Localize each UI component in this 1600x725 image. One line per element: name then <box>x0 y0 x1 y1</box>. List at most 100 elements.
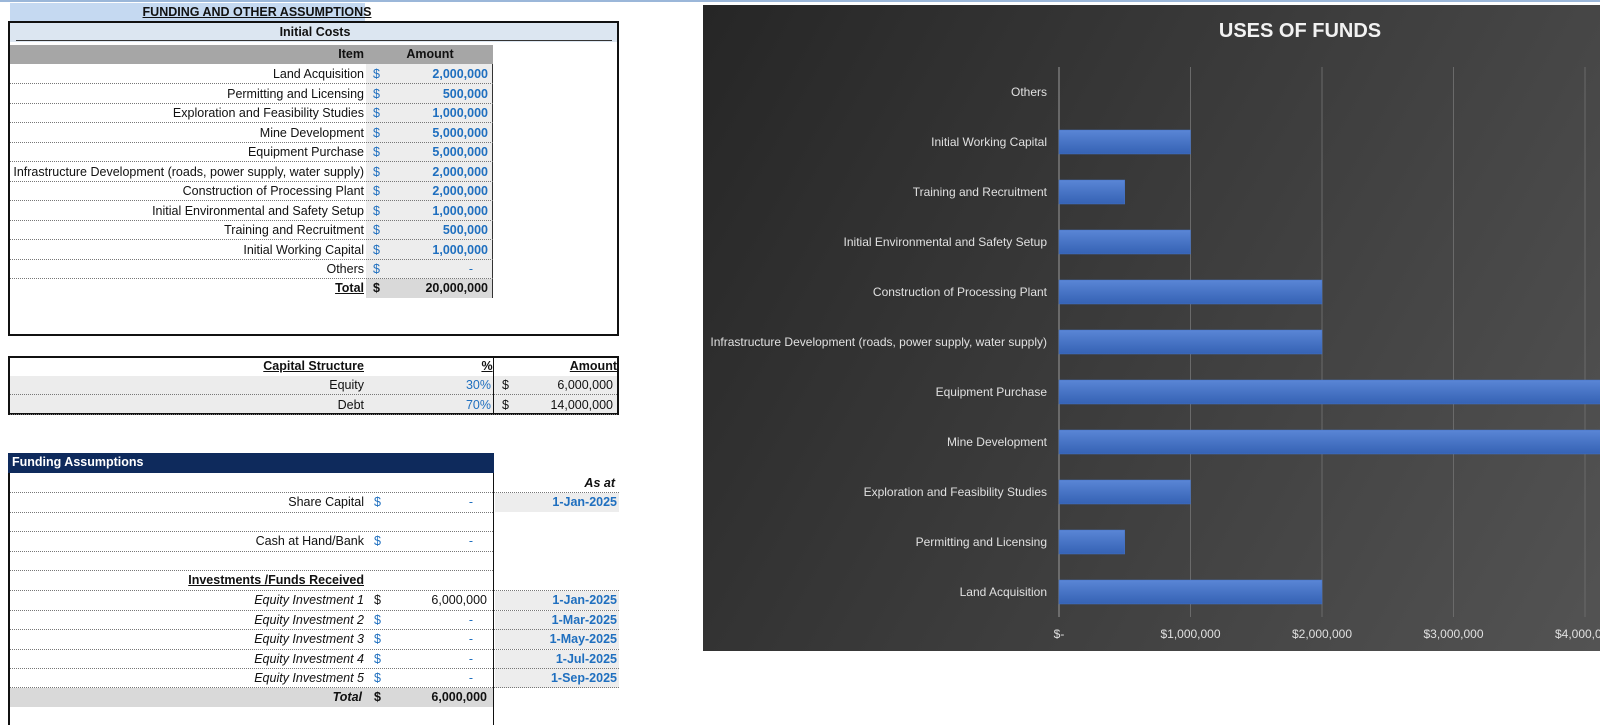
amount: - <box>468 495 474 509</box>
amount: - <box>468 632 474 646</box>
row-separator <box>10 258 493 260</box>
bar <box>1058 129 1191 155</box>
row-separator <box>10 648 619 650</box>
total-cell <box>366 279 493 298</box>
amount: - <box>468 534 474 548</box>
bar <box>1058 329 1323 355</box>
date: 1-Mar-2025 <box>551 612 617 627</box>
currency: $ <box>502 378 509 392</box>
item-label: Infrastructure Development (roads, power… <box>13 164 364 179</box>
amount: 1,000,000 <box>432 203 488 218</box>
amount: - <box>468 612 474 627</box>
amount-column <box>366 64 493 279</box>
currency: $ <box>502 397 509 412</box>
amount: 6,000,000 <box>431 593 487 607</box>
top-border <box>0 0 1600 2</box>
currency: $ <box>374 534 381 548</box>
row-separator <box>10 83 493 84</box>
funding-total-row <box>10 688 493 707</box>
currency: $ <box>373 242 380 257</box>
amount: - <box>468 651 474 666</box>
amount: 5,000,000 <box>432 145 488 159</box>
currency: $ <box>374 593 381 607</box>
chart: USES OF FUNDS $- $1,000,000 $2,000,000 $3,00… <box>703 5 1600 651</box>
item-label: Exploration and Feasibility Studies <box>172 106 364 120</box>
column-header: Amount <box>569 359 617 373</box>
row-separator <box>10 512 493 513</box>
y-tick-label: Training and Recruitment <box>913 185 1048 199</box>
total-amount: 6,000,000 <box>431 690 487 704</box>
row-separator <box>10 413 617 415</box>
row-separator <box>10 239 493 240</box>
currency: $ <box>373 67 380 81</box>
initial-costs-title-cell <box>10 23 617 42</box>
currency: $ <box>373 86 380 101</box>
row-separator <box>10 161 493 162</box>
as-at-label: As at <box>584 476 615 490</box>
currency: $ <box>374 495 381 509</box>
row-separator <box>10 394 617 395</box>
row-separator <box>10 531 493 532</box>
date-cell <box>495 591 619 610</box>
x-tick-label: $3,000,000 <box>1423 627 1483 641</box>
item-label: Equipment Purchase <box>247 145 364 159</box>
y-tick-label: Equipment Purchase <box>936 385 1048 399</box>
item-label: Others <box>326 262 364 276</box>
chart-title: USES OF FUNDS <box>1219 20 1381 42</box>
chart-frame: USES OF FUNDS $- $1,000,000 $2,000,000 $3,00… <box>703 5 1600 651</box>
row-separator <box>10 278 493 279</box>
bar <box>1058 179 1125 205</box>
row-separator <box>10 668 619 669</box>
bar <box>1058 579 1323 605</box>
row-separator <box>10 180 493 182</box>
amount: - <box>468 671 474 685</box>
date: 1-Jan-2025 <box>552 593 617 607</box>
funding-header <box>8 453 494 473</box>
y-tick-label: Construction of Processing Plant <box>873 285 1048 299</box>
title-rule <box>16 40 612 41</box>
subsection-title: Investments /Funds Received <box>188 573 364 587</box>
item-label: Cash at Hand/Bank <box>255 534 364 548</box>
row-separator <box>10 219 493 221</box>
total-label: Total <box>335 281 364 295</box>
bar <box>1058 479 1191 505</box>
funding-left-border <box>8 473 10 725</box>
x-tick-label: $2,000,000 <box>1292 627 1352 641</box>
amount: 1,000,000 <box>432 242 488 257</box>
item-label: Equity Investment 1 <box>254 593 364 607</box>
y-tick-label: Others <box>1011 85 1047 99</box>
currency: $ <box>373 164 380 179</box>
item-label: Equity Investment 4 <box>254 651 364 666</box>
total-amount: 20,000,000 <box>425 281 488 295</box>
amount: 500,000 <box>442 223 488 237</box>
column-header: Capital Structure <box>263 359 364 373</box>
column-rule <box>493 358 494 413</box>
row-separator <box>10 551 493 552</box>
currency: $ <box>374 651 381 666</box>
item-label: Mine Development <box>259 125 364 140</box>
column-header: % <box>481 359 493 373</box>
row-separator <box>10 141 493 143</box>
y-tick-label: Exploration and Feasibility Studies <box>864 485 1047 499</box>
currency: $ <box>374 690 381 704</box>
date: 1-Jan-2025 <box>552 495 617 509</box>
date: 1-Jul-2025 <box>555 651 617 666</box>
item-label: Construction of Processing Plant <box>182 184 364 198</box>
y-tick-label: Initial Environmental and Safety Setup <box>844 235 1048 249</box>
percent: 70% <box>465 397 491 412</box>
currency: $ <box>373 223 380 237</box>
currency: $ <box>373 262 380 276</box>
initial-costs-box <box>8 21 619 336</box>
item-label: Initial Working Capital <box>243 242 364 257</box>
column-header: Amount <box>406 47 454 61</box>
bar <box>1058 229 1191 255</box>
currency: $ <box>373 125 380 140</box>
bar <box>1058 529 1125 555</box>
row-separator <box>10 570 493 571</box>
section-title: Initial Costs <box>279 25 351 39</box>
bar <box>1058 279 1323 305</box>
bar <box>1058 379 1600 405</box>
date-cell <box>495 669 619 688</box>
percent: 30% <box>465 378 491 392</box>
amount: 14,000,000 <box>550 397 613 412</box>
